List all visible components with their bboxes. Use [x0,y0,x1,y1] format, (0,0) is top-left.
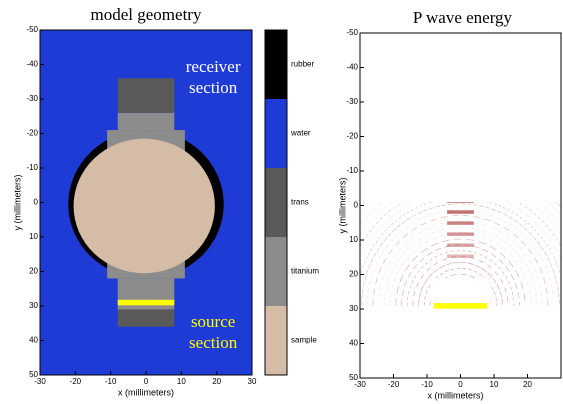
x-tick-label: -30 [34,377,46,386]
wavefront [367,209,554,306]
y-tick-label: 0 [34,198,39,207]
colorbar-segment [265,99,287,168]
colorbar-label: water [290,129,311,138]
colorbar-label: trans [291,198,309,207]
region [360,33,561,203]
y-tick-label: 40 [349,339,358,348]
chart-title: P wave energy [413,8,513,27]
annotation: section [189,78,238,97]
y-tick-label: -20 [26,129,38,138]
y-tick-label: -10 [26,163,38,172]
sample [73,138,215,274]
annotation: source [191,312,235,331]
y-tick-label: 30 [349,304,358,313]
x-tick-label: 20 [212,377,221,386]
wavefront [406,250,515,306]
y-axis-label: y (millimeters) [12,175,22,231]
region [447,254,474,258]
y-tick-label: -50 [346,28,358,37]
y-tick-label: 10 [29,232,38,241]
region [117,78,175,113]
y-tick-label: -20 [346,132,358,141]
wavefront [401,244,520,306]
region [117,299,175,306]
y-tick-label: -10 [346,166,358,175]
annotation: section [189,333,238,352]
x-tick-label: -30 [354,380,366,389]
y-tick-label: -40 [346,63,358,72]
chart-title: model geometry [91,5,202,24]
y-tick-label: -30 [346,97,358,106]
colorbar-segment [265,306,287,375]
energy-field [360,33,561,330]
colorbar-label: sample [291,336,317,345]
x-tick-label: -10 [105,377,117,386]
x-tick-label: 10 [490,380,499,389]
y-tick-label: 20 [29,267,38,276]
x-tick-label: 10 [177,377,186,386]
region [117,309,175,327]
y-tick-label: 10 [349,235,358,244]
wavefront [361,203,560,306]
region [447,243,474,247]
wavefront [389,232,532,306]
y-axis-label: y (millimeters) [337,178,347,234]
wavefront [384,226,537,306]
colorbar-label: rubber [291,60,314,69]
colorbar-segment [265,30,287,99]
y-tick-label: 0 [354,201,359,210]
y-tick-label: -30 [26,94,38,103]
y-tick-label: 20 [349,270,358,279]
x-tick-label: 20 [523,380,532,389]
y-tick-label: 30 [29,301,38,310]
colorbar-frame [264,29,288,376]
x-axis-label: x (millimeters) [118,387,174,397]
x-tick-label: 0 [144,377,149,386]
region [447,232,474,236]
region [117,112,175,131]
region [433,303,488,309]
x-axis-label: x (millimeters) [428,390,484,400]
x-tick-label: -20 [70,377,82,386]
region [447,210,474,214]
wavefront [418,262,503,306]
y-tick-label: 50 [349,373,358,382]
y-tick-label: -40 [26,60,38,69]
y-tick-label: -50 [26,25,38,34]
x-tick-label: 30 [248,377,257,386]
wavefront [412,256,509,306]
colorbar-segment [265,237,287,306]
y-tick-label: 40 [29,336,38,345]
wavefront [395,238,526,306]
region [447,221,474,225]
annotation: receiver [186,57,241,76]
y-tick-label: 50 [29,370,38,379]
x-tick-label: 0 [458,380,463,389]
x-tick-label: -20 [388,380,400,389]
colorbar-label: titanium [291,267,319,276]
x-tick-label: -10 [421,380,433,389]
colorbar-segment [265,168,287,237]
